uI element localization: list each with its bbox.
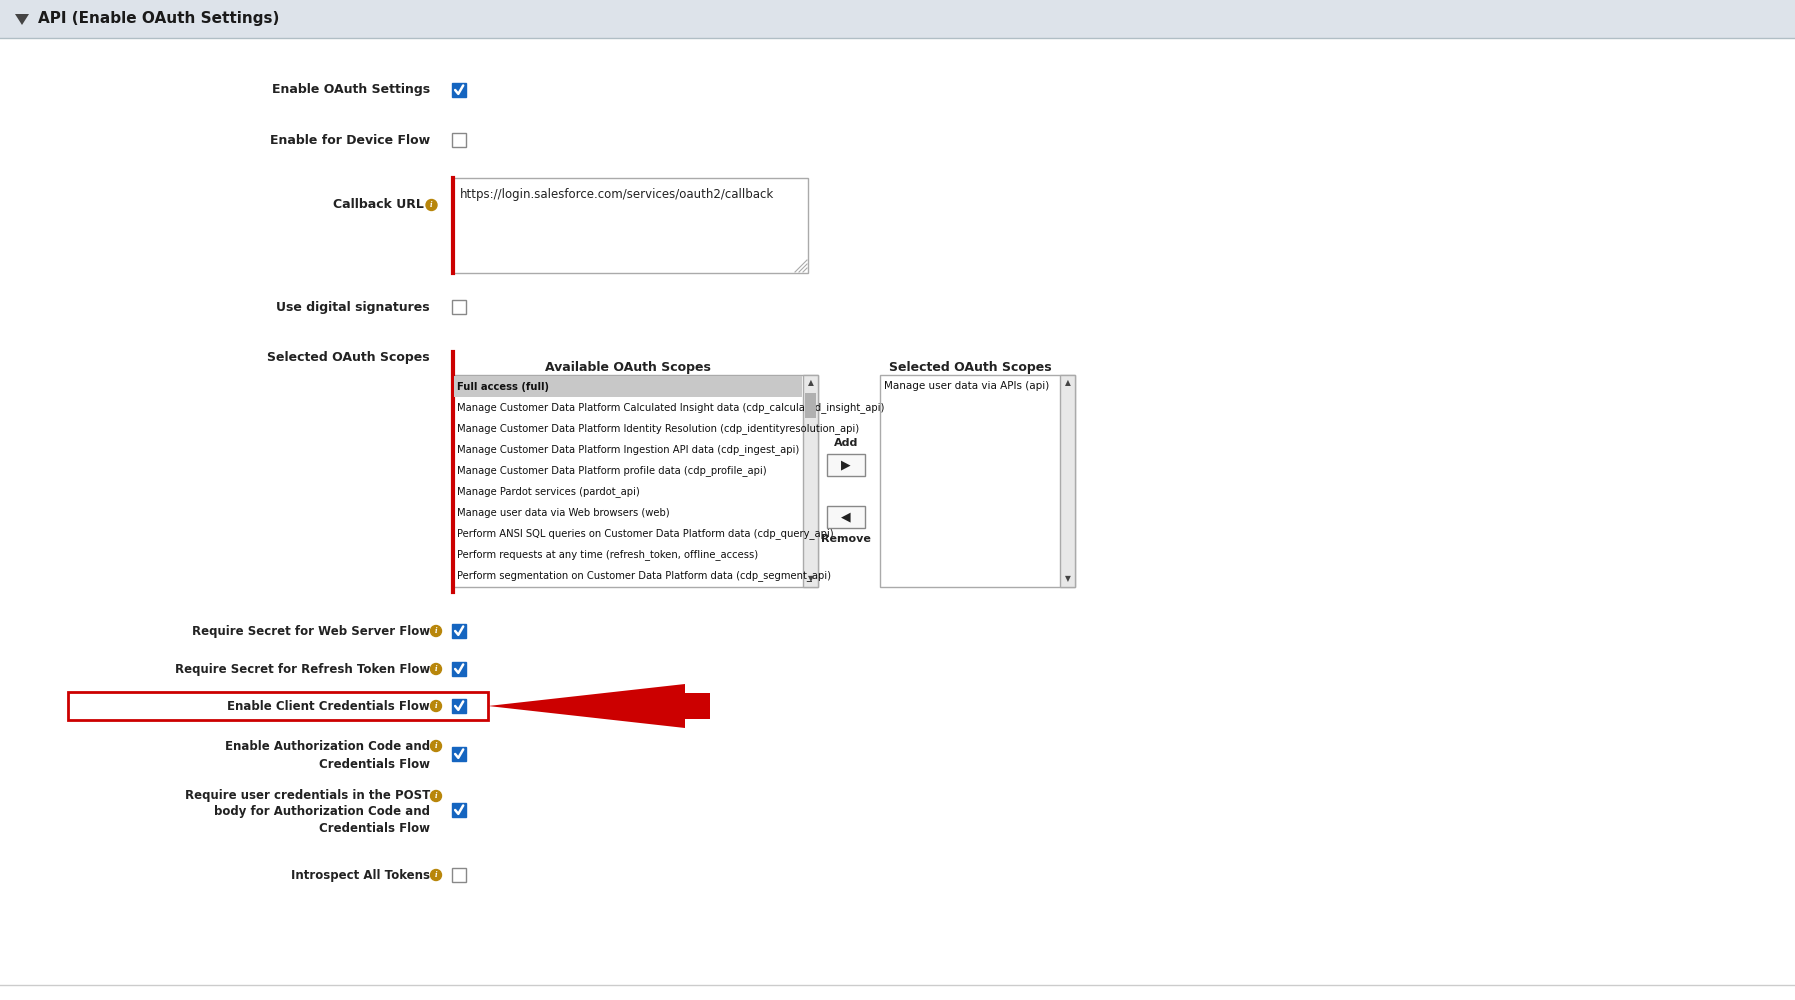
Text: Manage user data via Web browsers (web): Manage user data via Web browsers (web)	[458, 508, 670, 518]
Text: Require Secret for Refresh Token Flow: Require Secret for Refresh Token Flow	[174, 662, 431, 676]
FancyBboxPatch shape	[452, 375, 819, 587]
Text: i: i	[434, 665, 438, 673]
FancyBboxPatch shape	[802, 375, 819, 587]
Text: i: i	[431, 201, 433, 209]
Text: ▲: ▲	[808, 378, 813, 387]
Text: Credentials Flow: Credentials Flow	[320, 822, 431, 834]
Text: i: i	[434, 627, 438, 635]
Text: Perform ANSI SQL queries on Customer Data Platform data (cdp_query_api): Perform ANSI SQL queries on Customer Dat…	[458, 528, 833, 539]
FancyBboxPatch shape	[880, 375, 1075, 587]
Circle shape	[431, 740, 442, 752]
FancyBboxPatch shape	[452, 747, 467, 761]
FancyBboxPatch shape	[452, 83, 467, 97]
Text: Manage user data via APIs (api): Manage user data via APIs (api)	[883, 381, 1050, 391]
FancyBboxPatch shape	[452, 178, 808, 273]
FancyBboxPatch shape	[452, 133, 467, 147]
Polygon shape	[488, 684, 711, 728]
Text: Credentials Flow: Credentials Flow	[320, 758, 431, 770]
Text: Enable OAuth Settings: Enable OAuth Settings	[271, 84, 431, 97]
Text: Enable Client Credentials Flow: Enable Client Credentials Flow	[228, 700, 431, 712]
Text: Perform requests at any time (refresh_token, offline_access): Perform requests at any time (refresh_to…	[458, 549, 757, 560]
Text: Enable Authorization Code and: Enable Authorization Code and	[224, 740, 431, 752]
Text: Selected OAuth Scopes: Selected OAuth Scopes	[889, 361, 1052, 374]
Text: Introspect All Tokens: Introspect All Tokens	[291, 868, 431, 882]
Text: Require Secret for Web Server Flow: Require Secret for Web Server Flow	[192, 624, 431, 638]
Text: i: i	[434, 702, 438, 710]
Text: Manage Customer Data Platform profile data (cdp_profile_api): Manage Customer Data Platform profile da…	[458, 465, 766, 476]
FancyBboxPatch shape	[1061, 375, 1075, 587]
Text: Manage Pardot services (pardot_api): Manage Pardot services (pardot_api)	[458, 486, 639, 497]
Circle shape	[425, 200, 436, 211]
Text: Add: Add	[835, 438, 858, 448]
FancyBboxPatch shape	[452, 662, 467, 676]
Text: Manage Customer Data Platform Calculated Insight data (cdp_calculated_insight_ap: Manage Customer Data Platform Calculated…	[458, 402, 885, 413]
Text: ▼: ▼	[1064, 574, 1070, 584]
Text: Manage Customer Data Platform Ingestion API data (cdp_ingest_api): Manage Customer Data Platform Ingestion …	[458, 444, 799, 455]
Text: https://login.salesforce.com/services/oauth2/callback: https://login.salesforce.com/services/oa…	[460, 188, 774, 201]
FancyBboxPatch shape	[827, 506, 865, 528]
Text: API (Enable OAuth Settings): API (Enable OAuth Settings)	[38, 11, 280, 26]
Text: ▶: ▶	[842, 458, 851, 472]
Text: Callback URL: Callback URL	[334, 198, 424, 212]
FancyBboxPatch shape	[452, 868, 467, 882]
FancyBboxPatch shape	[452, 699, 467, 713]
Text: ▼: ▼	[808, 574, 813, 584]
Text: body for Authorization Code and: body for Authorization Code and	[214, 806, 431, 818]
Text: Remove: Remove	[820, 534, 871, 544]
Circle shape	[431, 664, 442, 674]
Text: Full access (full): Full access (full)	[458, 381, 549, 391]
Text: i: i	[434, 742, 438, 750]
Circle shape	[431, 626, 442, 637]
Text: Use digital signatures: Use digital signatures	[276, 300, 431, 314]
Text: Available OAuth Scopes: Available OAuth Scopes	[546, 361, 711, 374]
Text: i: i	[434, 871, 438, 879]
FancyBboxPatch shape	[452, 300, 467, 314]
FancyBboxPatch shape	[452, 803, 467, 817]
FancyBboxPatch shape	[827, 454, 865, 476]
Text: Manage Customer Data Platform Identity Resolution (cdp_identityresolution_api): Manage Customer Data Platform Identity R…	[458, 423, 860, 434]
Circle shape	[431, 790, 442, 802]
FancyBboxPatch shape	[804, 393, 817, 418]
Text: ▲: ▲	[1064, 378, 1070, 387]
Text: i: i	[434, 792, 438, 800]
Text: Perform segmentation on Customer Data Platform data (cdp_segment_api): Perform segmentation on Customer Data Pl…	[458, 570, 831, 581]
Polygon shape	[14, 14, 29, 25]
Circle shape	[431, 869, 442, 880]
Text: ◀: ◀	[842, 510, 851, 524]
FancyBboxPatch shape	[454, 376, 802, 397]
Circle shape	[431, 700, 442, 712]
FancyBboxPatch shape	[0, 0, 1795, 38]
FancyBboxPatch shape	[452, 624, 467, 638]
Text: Require user credentials in the POST: Require user credentials in the POST	[185, 790, 431, 802]
Text: Enable for Device Flow: Enable for Device Flow	[269, 133, 431, 146]
Text: Selected OAuth Scopes: Selected OAuth Scopes	[267, 351, 431, 363]
